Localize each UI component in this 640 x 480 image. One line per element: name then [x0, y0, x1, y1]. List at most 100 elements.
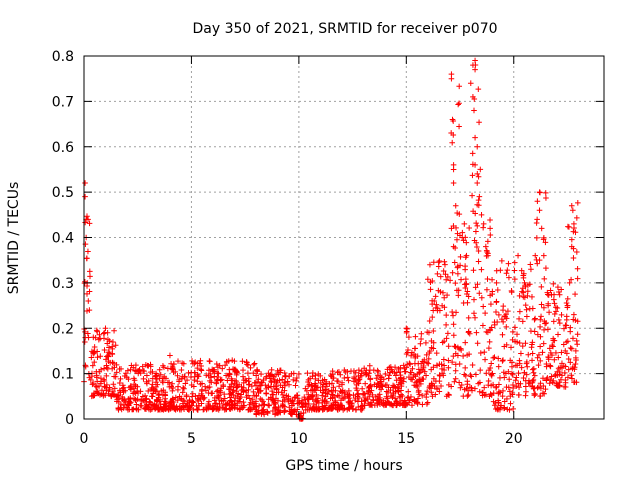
data-point	[110, 388, 116, 395]
data-point	[233, 388, 240, 394]
data-point	[550, 318, 557, 325]
data-point	[259, 407, 265, 414]
data-point	[341, 391, 348, 397]
data-point	[474, 223, 481, 229]
data-point	[489, 276, 495, 283]
data-point	[97, 392, 103, 398]
data-point	[400, 378, 407, 385]
x-tick-label: 15	[397, 431, 415, 447]
data-point	[500, 319, 506, 325]
data-point	[488, 371, 494, 378]
data-point	[420, 367, 426, 373]
data-point	[437, 273, 444, 280]
data-point	[470, 94, 476, 100]
data-point	[401, 375, 407, 382]
data-point	[551, 296, 557, 303]
data-point	[548, 373, 555, 380]
data-point	[104, 382, 110, 388]
data-point	[499, 393, 506, 399]
data-point	[441, 338, 447, 345]
data-point	[449, 359, 455, 365]
data-point	[184, 406, 191, 413]
chart-title: Day 350 of 2021, SRMTID for receiver p07…	[192, 21, 497, 37]
data-point	[152, 388, 159, 395]
data-point	[482, 356, 488, 363]
data-point	[367, 382, 374, 389]
data-point	[128, 383, 134, 389]
data-point	[427, 286, 434, 293]
data-point	[403, 325, 410, 332]
data-point	[460, 300, 467, 306]
data-point	[228, 376, 235, 382]
data-point	[263, 390, 270, 397]
data-point	[398, 391, 404, 398]
data-point	[230, 392, 237, 398]
data-point	[86, 307, 93, 313]
data-point	[481, 349, 488, 355]
data-point	[450, 180, 457, 186]
data-point	[466, 225, 472, 231]
data-point	[296, 371, 302, 377]
data-point	[511, 267, 518, 274]
data-point	[232, 395, 239, 401]
data-point	[452, 375, 459, 382]
data-point	[434, 271, 441, 277]
data-point	[493, 267, 500, 274]
data-point	[215, 374, 221, 380]
data-point	[345, 377, 352, 384]
data-point	[455, 101, 461, 108]
data-point	[541, 276, 548, 282]
data-point	[218, 397, 225, 404]
data-point	[537, 358, 544, 364]
data-point	[240, 373, 246, 380]
data-point	[268, 367, 275, 373]
data-point	[510, 406, 516, 412]
data-point	[340, 407, 346, 413]
data-point	[355, 390, 362, 397]
data-point	[122, 399, 129, 405]
data-point	[507, 357, 514, 364]
data-point	[312, 387, 319, 394]
data-point	[448, 130, 454, 136]
data-point	[234, 369, 240, 375]
data-point	[402, 368, 409, 375]
data-point	[457, 345, 464, 352]
data-point	[250, 370, 257, 376]
data-point	[206, 358, 213, 364]
data-point	[503, 270, 510, 277]
data-point	[451, 332, 457, 339]
data-point	[206, 404, 212, 411]
data-point	[165, 379, 171, 386]
data-point	[462, 339, 469, 346]
data-point	[91, 348, 97, 355]
data-point	[253, 372, 259, 379]
data-point	[104, 329, 111, 336]
data-point	[304, 406, 311, 413]
data-point	[448, 75, 455, 82]
data-point	[574, 265, 581, 272]
data-point	[240, 367, 246, 373]
data-point	[549, 342, 555, 348]
data-point	[115, 405, 122, 411]
data-point	[547, 287, 554, 294]
data-point	[565, 338, 571, 345]
data-point	[495, 363, 502, 370]
data-point	[148, 393, 155, 400]
data-point	[100, 330, 107, 337]
data-point	[467, 372, 474, 378]
data-point	[94, 354, 101, 360]
data-point	[448, 225, 455, 232]
data-point	[565, 374, 571, 381]
data-point	[153, 379, 159, 385]
data-point	[377, 378, 384, 385]
data-point	[514, 362, 520, 369]
data-point	[416, 366, 422, 373]
data-point	[574, 215, 580, 221]
data-point	[86, 288, 93, 295]
data-point	[397, 400, 404, 407]
data-point	[181, 398, 188, 405]
data-point	[129, 406, 135, 413]
data-point	[430, 364, 437, 370]
data-point	[479, 295, 485, 301]
data-point	[545, 302, 551, 309]
